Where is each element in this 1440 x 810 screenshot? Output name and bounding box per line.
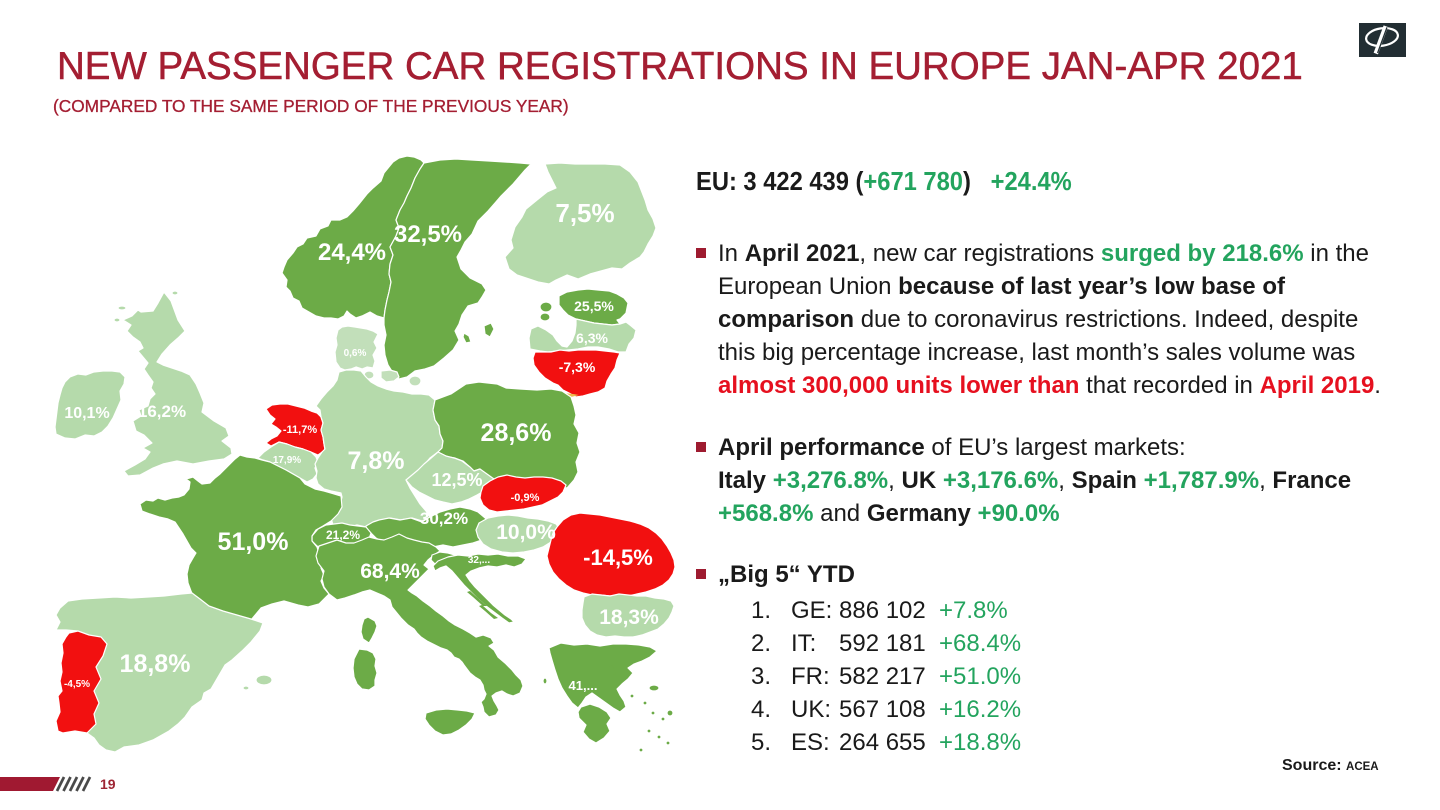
svg-text:30,2%: 30,2%: [420, 509, 468, 528]
svg-text:-14,5%: -14,5%: [583, 545, 653, 570]
svg-text:68,4%: 68,4%: [360, 560, 420, 583]
svg-text:-7,3%: -7,3%: [559, 359, 596, 375]
svg-text:0,6%: 0,6%: [344, 348, 367, 359]
svg-text:-11,7%: -11,7%: [283, 424, 317, 436]
svg-text:12,5%: 12,5%: [431, 470, 482, 490]
svg-text:25,5%: 25,5%: [574, 298, 614, 314]
svg-text:18,3%: 18,3%: [599, 606, 659, 629]
svg-text:10,0%: 10,0%: [496, 521, 556, 544]
svg-text:-0,9%: -0,9%: [511, 492, 540, 504]
svg-text:7,5%: 7,5%: [555, 198, 614, 228]
svg-text:32,...: 32,...: [468, 555, 490, 566]
svg-text:-4,5%: -4,5%: [64, 679, 90, 690]
svg-text:6,3%: 6,3%: [576, 330, 608, 346]
svg-text:51,0%: 51,0%: [218, 528, 289, 556]
svg-text:21,2%: 21,2%: [326, 528, 360, 542]
svg-text:10,1%: 10,1%: [64, 405, 109, 422]
svg-text:18,8%: 18,8%: [120, 650, 191, 678]
svg-text:24,4%: 24,4%: [318, 239, 386, 266]
svg-text:17,9%: 17,9%: [273, 455, 301, 466]
svg-text:41,...: 41,...: [569, 678, 598, 693]
svg-text:7,8%: 7,8%: [348, 447, 405, 475]
svg-text:32,5%: 32,5%: [394, 221, 462, 248]
svg-text:16,2%: 16,2%: [138, 402, 186, 421]
svg-text:28,6%: 28,6%: [481, 419, 552, 447]
